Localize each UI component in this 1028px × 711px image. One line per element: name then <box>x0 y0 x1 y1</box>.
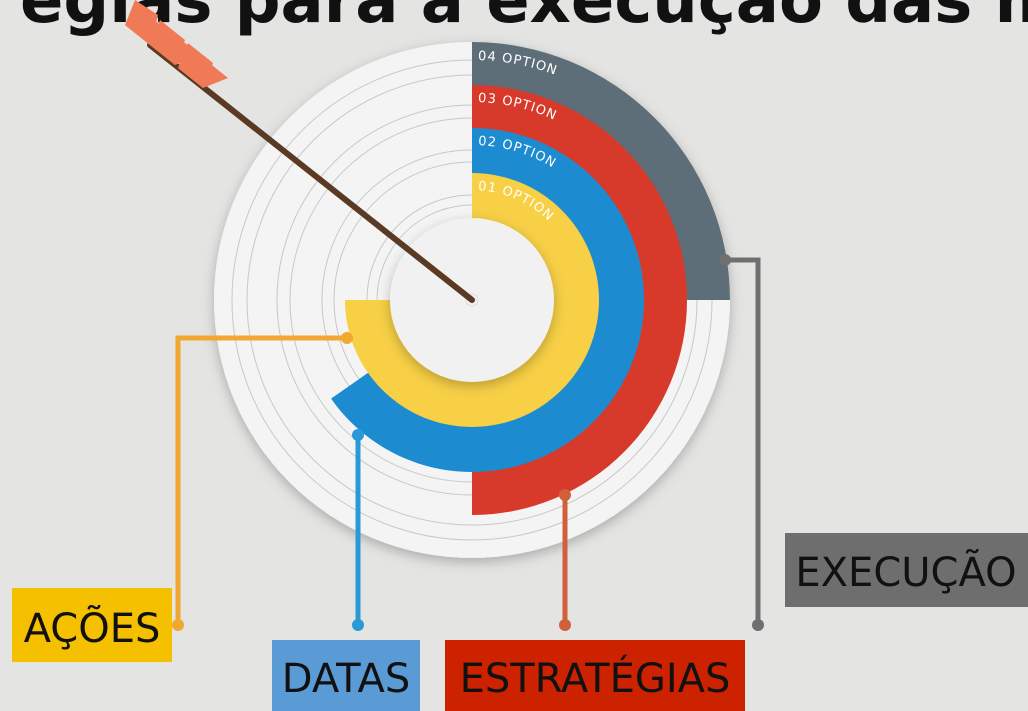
callout-label: AÇÕES <box>24 604 161 652</box>
callout-label: EXECUÇÃO <box>795 548 1016 596</box>
page: egias para a execução das me 01 OPTION 0… <box>0 0 1028 711</box>
callouts: AÇÕES DATAS ESTRATÉGIAS EXECUÇÃO <box>12 533 1028 711</box>
infographic: egias para a execução das me 01 OPTION 0… <box>0 0 1028 711</box>
callout-label: DATAS <box>282 656 410 702</box>
callout-label: ESTRATÉGIAS <box>460 654 731 702</box>
